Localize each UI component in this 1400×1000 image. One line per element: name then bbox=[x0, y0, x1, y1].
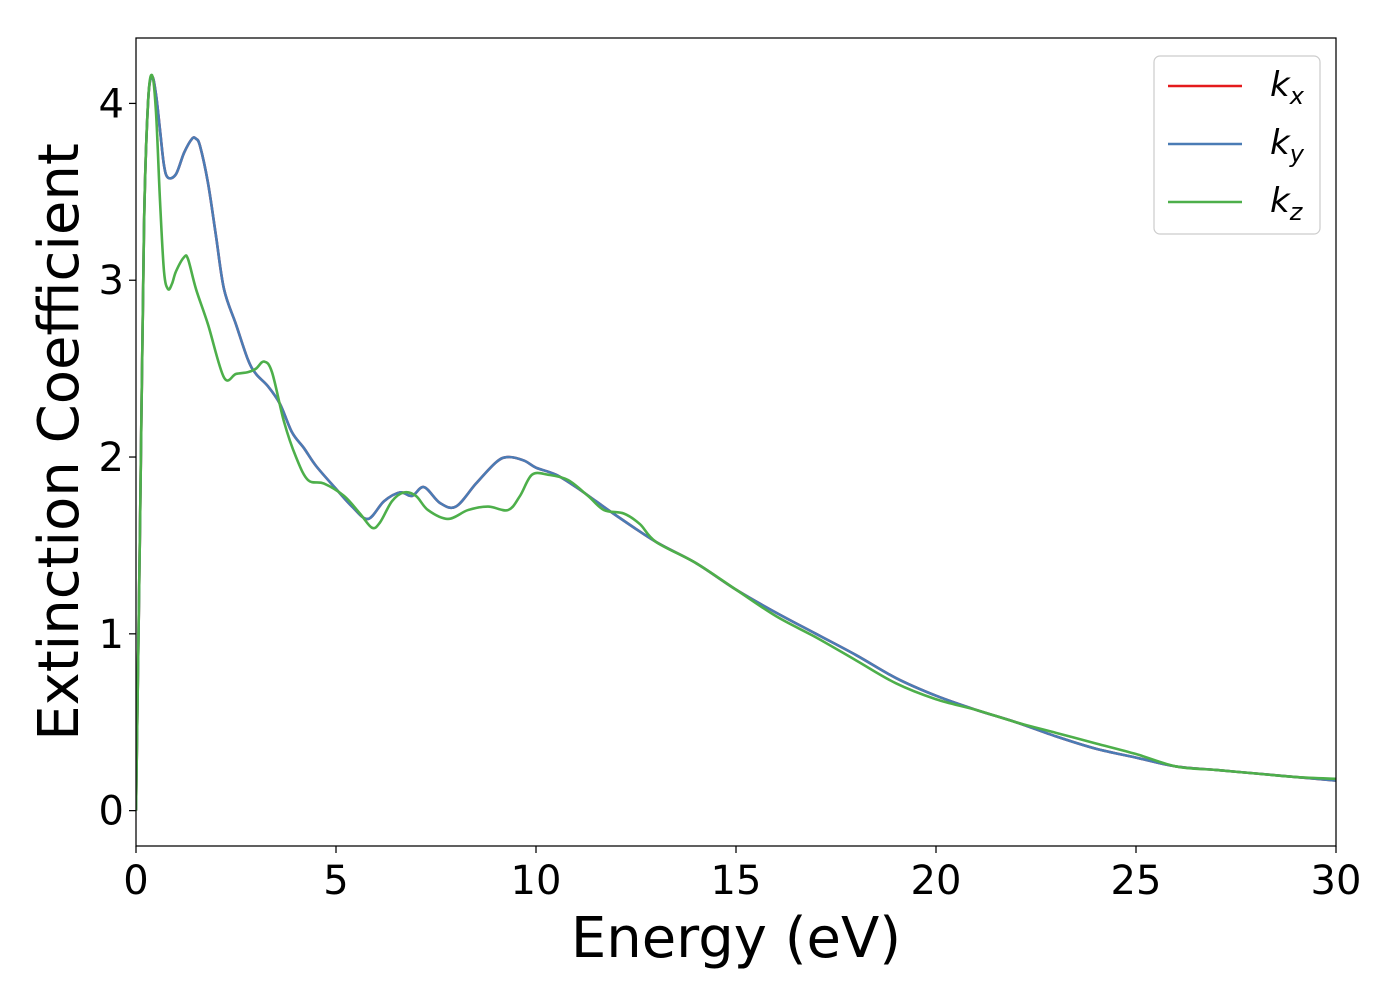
x-tick-label: 5 bbox=[323, 858, 348, 904]
legend-label: kz bbox=[1270, 181, 1304, 226]
y-axis-title: Extinction Coefficient bbox=[27, 143, 92, 741]
x-tick-label: 25 bbox=[1111, 858, 1162, 904]
x-tick-label: 10 bbox=[511, 858, 562, 904]
legend: kx ky kz bbox=[1153, 55, 1321, 235]
y-tick-label: 3 bbox=[99, 258, 124, 304]
legend-label: ky bbox=[1270, 123, 1305, 168]
y-tick-label: 0 bbox=[99, 789, 124, 835]
y-tick-label: 2 bbox=[99, 435, 124, 481]
x-axis-title: Energy (eV) bbox=[571, 906, 901, 971]
x-axis: 0 5 10 15 20 25 30 bbox=[123, 846, 1361, 904]
series-layer bbox=[136, 73, 1336, 811]
x-tick-label: 30 bbox=[1311, 858, 1362, 904]
y-axis: 0 1 2 3 4 bbox=[99, 81, 136, 835]
series-line-kz bbox=[136, 73, 1336, 811]
legend-label: kx bbox=[1270, 65, 1305, 110]
x-tick-label: 15 bbox=[711, 858, 762, 904]
x-tick-label: 0 bbox=[123, 858, 148, 904]
x-tick-label: 20 bbox=[911, 858, 962, 904]
y-tick-label: 4 bbox=[99, 81, 124, 127]
y-tick-label: 1 bbox=[99, 612, 124, 658]
series-line-ky bbox=[136, 75, 1336, 811]
